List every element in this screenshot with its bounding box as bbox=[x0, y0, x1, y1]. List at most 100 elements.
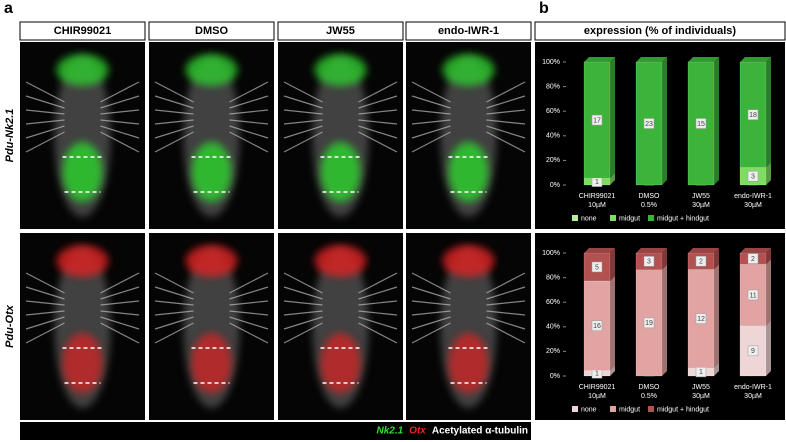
signal bbox=[320, 333, 361, 393]
value-label: 1 bbox=[595, 371, 599, 378]
cilia bbox=[486, 310, 526, 316]
legend-label: none bbox=[581, 406, 597, 413]
cilia bbox=[486, 125, 526, 139]
bar-top bbox=[688, 57, 719, 62]
cilia bbox=[229, 300, 269, 306]
legend-label: midgut + hindgut bbox=[657, 406, 709, 413]
cilia bbox=[283, 316, 323, 330]
signal bbox=[62, 333, 103, 393]
value-label: 18 bbox=[749, 112, 757, 119]
value-label: 16 bbox=[593, 323, 601, 330]
row-label: Pdu-Nk2.1 bbox=[4, 109, 16, 163]
bar-top bbox=[740, 248, 771, 253]
signal bbox=[56, 245, 109, 277]
value-label: 3 bbox=[647, 259, 651, 266]
cilia bbox=[25, 316, 65, 330]
cilia bbox=[358, 81, 398, 103]
y-tick-label: 40% bbox=[546, 324, 560, 331]
cilia bbox=[411, 119, 451, 125]
cilia bbox=[358, 310, 398, 316]
cilia bbox=[411, 286, 451, 300]
cilia bbox=[283, 95, 323, 109]
cilia bbox=[283, 286, 323, 300]
bar-top bbox=[688, 248, 719, 253]
signal bbox=[314, 54, 367, 86]
image-legend-item: Otx bbox=[409, 426, 426, 437]
value-label-box bbox=[591, 261, 603, 273]
cilia bbox=[25, 119, 65, 125]
x-tick-label: endo-IWR-1 bbox=[734, 384, 772, 391]
x-tick-label: CHIR99021 bbox=[579, 384, 616, 391]
cilia bbox=[229, 125, 269, 139]
bar-side bbox=[610, 248, 615, 281]
x-tick-label: 10µM bbox=[588, 202, 606, 209]
value-label: 2 bbox=[699, 259, 703, 266]
x-tick-label: JW55 bbox=[692, 384, 710, 391]
column-header: JW55 bbox=[326, 25, 355, 37]
cilia bbox=[411, 272, 451, 294]
y-tick-label: 100% bbox=[542, 59, 560, 66]
cilia bbox=[154, 300, 194, 306]
value-label-box bbox=[747, 345, 759, 357]
value-label-box bbox=[695, 118, 707, 129]
cilia bbox=[100, 316, 140, 330]
x-tick-label: 10µM bbox=[588, 393, 606, 400]
cilia bbox=[25, 81, 65, 103]
cilia bbox=[25, 95, 65, 109]
signal bbox=[442, 245, 495, 277]
legend-swatch bbox=[648, 406, 654, 412]
cilia bbox=[229, 131, 269, 153]
cilia bbox=[100, 131, 140, 153]
cilia bbox=[229, 95, 269, 109]
cilia bbox=[411, 81, 451, 103]
cilia bbox=[25, 322, 65, 344]
cilia bbox=[154, 125, 194, 139]
bar-side bbox=[766, 162, 771, 185]
cilia bbox=[100, 95, 140, 109]
bar-side bbox=[610, 275, 615, 371]
value-label: 19 bbox=[645, 320, 653, 327]
bar-side bbox=[662, 57, 667, 185]
bar-side bbox=[610, 57, 615, 179]
column-header-box bbox=[277, 21, 404, 41]
chart-header: expression (% of individuals) bbox=[584, 25, 737, 37]
cilia bbox=[154, 109, 194, 115]
cilia bbox=[358, 322, 398, 344]
cilia bbox=[100, 300, 140, 306]
signal bbox=[185, 245, 238, 277]
cilia bbox=[411, 316, 451, 330]
x-tick-label: DMSO bbox=[639, 193, 661, 200]
cilia bbox=[358, 125, 398, 139]
x-tick-label: CHIR99021 bbox=[579, 193, 616, 200]
legend-swatch bbox=[610, 406, 616, 412]
cilia bbox=[229, 286, 269, 300]
legend-swatch bbox=[572, 406, 578, 412]
x-tick-label: 30µM bbox=[744, 393, 762, 400]
cilia bbox=[358, 316, 398, 330]
value-label: 2 bbox=[751, 256, 755, 263]
cilia bbox=[154, 131, 194, 153]
value-label-box bbox=[643, 118, 655, 129]
column-header: DMSO bbox=[195, 25, 228, 37]
column-header: endo-IWR-1 bbox=[438, 25, 499, 37]
cilia bbox=[154, 95, 194, 109]
cilia bbox=[411, 95, 451, 109]
legend-label: none bbox=[581, 215, 597, 222]
bar-side bbox=[766, 259, 771, 326]
bar-side bbox=[714, 248, 719, 270]
legend-swatch bbox=[648, 215, 654, 221]
cilia bbox=[25, 272, 65, 294]
x-tick-label: endo-IWR-1 bbox=[734, 193, 772, 200]
signal bbox=[442, 54, 495, 86]
cilia bbox=[25, 131, 65, 153]
value-label: 1 bbox=[595, 179, 599, 186]
signal bbox=[314, 245, 367, 277]
signal bbox=[448, 142, 489, 202]
cilia bbox=[486, 300, 526, 306]
column-header-box bbox=[19, 21, 146, 41]
cilia bbox=[229, 272, 269, 294]
cilia bbox=[283, 109, 323, 115]
bar-side bbox=[714, 264, 719, 368]
row-label-strip bbox=[0, 42, 18, 420]
y-tick-label: 40% bbox=[546, 133, 560, 140]
